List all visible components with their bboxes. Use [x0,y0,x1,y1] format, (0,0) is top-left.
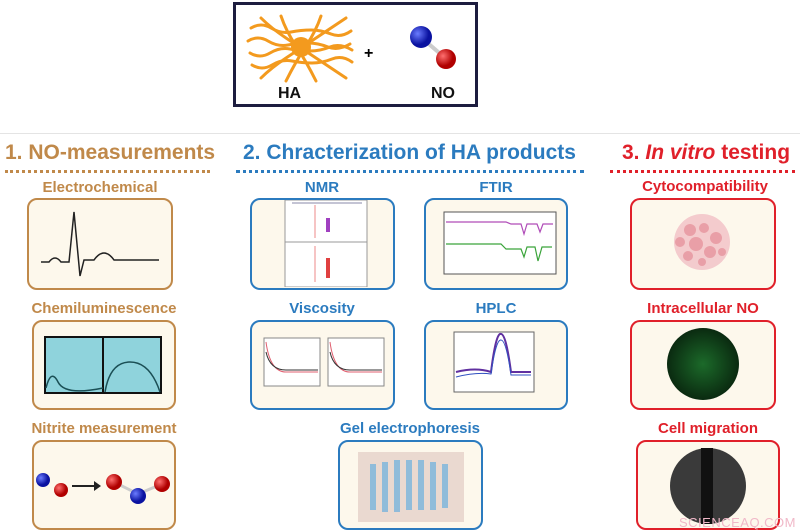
plus-sign: + [364,45,374,62]
label-cytocompatibility: Cytocompatibility [642,178,768,195]
label-intracellular-no: Intracellular NO [647,300,759,317]
ha-no-box: + HA NO [233,2,478,107]
gel-image-icon [358,452,464,522]
label-nitrite-measurement: Nitrite measurement [31,420,177,437]
card-viscosity [250,320,395,410]
label-hplc: HPLC [475,300,517,317]
section-heading-in-vitro: 3. In vitro testing [622,141,790,165]
nmr-spectrum-icon [284,200,368,287]
card-nitrite-measurement [32,440,176,530]
no-label: NO [431,85,455,102]
heading-number: 3. [622,141,646,164]
hplc-chromatogram-icon [453,331,535,393]
section-heading-no-measurements: 1. NO-measurements [5,141,216,164]
label-cell-migration: Cell migration [657,420,759,437]
card-intracellular-no [630,320,776,410]
dotted-divider [5,170,210,173]
card-hplc [424,320,568,410]
viscosity-chart-icon [263,337,385,387]
no-molecule-icon [410,26,456,69]
label-nmr: NMR [304,179,340,196]
card-chemiluminescence [32,320,176,410]
card-cytocompatibility [630,198,776,290]
card-ftir [424,198,568,290]
card-nmr [250,198,395,290]
label-ftir: FTIR [479,179,513,196]
section-heading-characterization: 2. Chracterization of HA products [243,141,576,164]
ha-label: HA [278,85,302,102]
card-cell-migration [636,440,780,530]
ftir-spectrum-icon [443,211,557,275]
dotted-divider [610,170,795,173]
label-electrochemical: Electrochemical [42,179,158,196]
ha-polymer-icon [246,14,354,83]
scratch-assay-icon [670,448,746,524]
label-viscosity: Viscosity [289,300,355,317]
card-gel-electrophoresis [338,440,483,530]
fluorescence-image-icon [667,328,739,400]
watermark: SCIENCEAQ.COM [678,515,796,530]
divider [0,133,800,134]
label-gel-electrophoresis: Gel electrophoresis [339,420,481,437]
card-electrochemical [27,198,173,290]
heading-italic: In vitro [645,141,716,164]
heading-rest: testing [715,141,791,164]
dotted-divider [236,170,584,173]
no-to-nitrite-icon [36,473,170,504]
chemiluminescence-chart-icon [44,336,162,394]
cell-cluster-icon [674,214,730,270]
ecg-trace-icon [41,211,159,277]
label-chemiluminescence: Chemiluminescence [31,300,177,317]
